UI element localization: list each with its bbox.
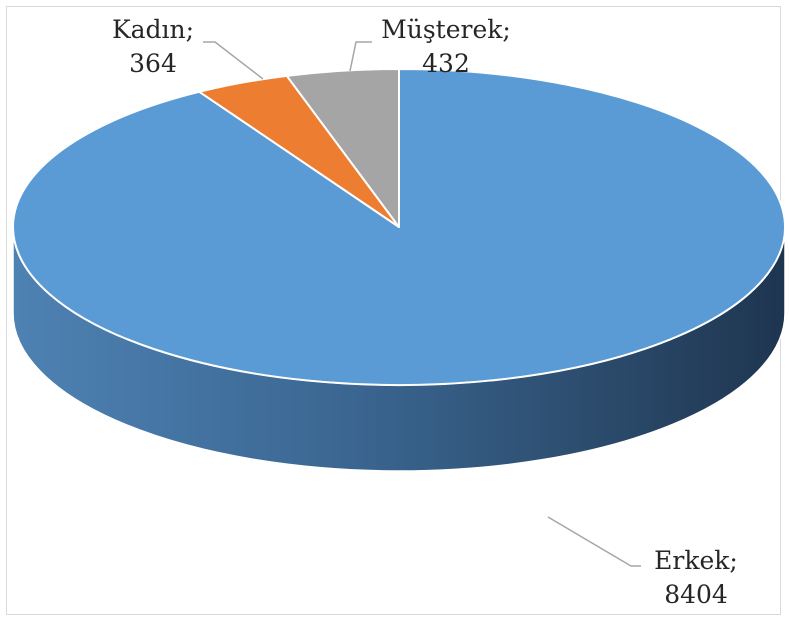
data-label-erkek-name: Erkek; [654,546,738,575]
leader-line-musterek [349,41,372,72]
pie-top-face [12,68,786,386]
data-label-erkek-value: 8404 [664,580,728,609]
data-label-erkek: Erkek; 8404 [654,546,738,609]
data-label-kadin-name: Kadın; [112,15,194,44]
pie-slice-musterek [285,68,400,228]
data-label-musterek-name: Müşterek; [381,15,511,44]
leader-line-erkek [547,516,641,567]
leader-lines [203,41,641,567]
data-label-musterek-value: 432 [422,49,470,78]
data-labels: Erkek; 8404 Kadın; 364 Müşterek; 432 [112,15,738,609]
leader-line-kadin [203,41,264,80]
data-label-kadin-value: 364 [129,49,177,78]
data-label-musterek: Müşterek; 432 [381,15,511,78]
data-label-kadin: Kadın; 364 [112,15,194,78]
